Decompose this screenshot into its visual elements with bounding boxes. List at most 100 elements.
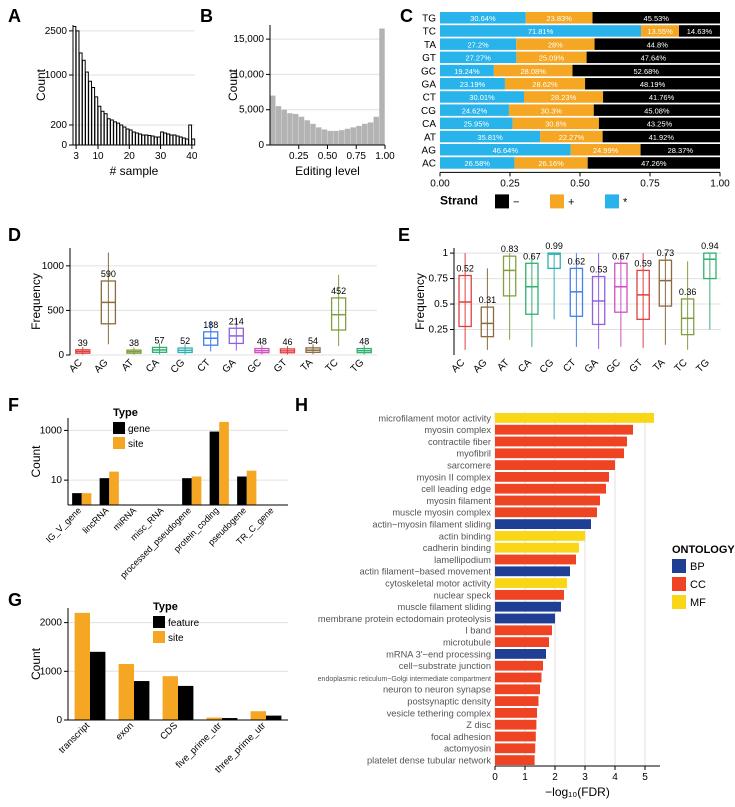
- svg-text:52: 52: [180, 336, 190, 346]
- svg-text:19.24%: 19.24%: [454, 67, 480, 76]
- svg-text:TA: TA: [424, 40, 436, 51]
- svg-text:GT: GT: [628, 357, 646, 375]
- svg-text:CA: CA: [422, 119, 436, 130]
- svg-text:1.00: 1.00: [375, 151, 395, 162]
- svg-text:2000: 2000: [40, 618, 63, 629]
- svg-text:BP: BP: [690, 561, 705, 573]
- svg-text:15,000: 15,000: [233, 34, 264, 45]
- svg-text:30.01%: 30.01%: [469, 93, 495, 102]
- svg-text:48.19%: 48.19%: [640, 80, 666, 89]
- svg-text:46: 46: [282, 337, 292, 347]
- svg-text:gene: gene: [128, 424, 151, 435]
- svg-text:CA: CA: [144, 357, 162, 375]
- svg-text:10: 10: [92, 151, 104, 162]
- svg-text:membrane protein ectodomain pr: membrane protein ectodomain proteolysis: [318, 614, 491, 624]
- svg-text:38: 38: [129, 338, 139, 348]
- svg-text:214: 214: [229, 316, 244, 326]
- svg-text:TA: TA: [651, 357, 668, 374]
- svg-text:platelet dense tubular network: platelet dense tubular network: [367, 756, 491, 766]
- svg-text:1000: 1000: [45, 70, 68, 81]
- svg-text:5: 5: [642, 772, 648, 783]
- svg-text:GA: GA: [220, 357, 238, 375]
- panel-label-g: G: [8, 590, 22, 611]
- svg-text:0: 0: [492, 772, 498, 783]
- panel-label-e: E: [398, 225, 410, 246]
- svg-text:myosin complex: myosin complex: [424, 425, 491, 435]
- svg-text:0.50: 0.50: [318, 151, 338, 162]
- svg-text:0.31: 0.31: [479, 295, 497, 305]
- svg-text:0.67: 0.67: [523, 251, 541, 261]
- svg-text:0.99: 0.99: [545, 241, 563, 251]
- svg-text:500: 500: [47, 305, 64, 316]
- svg-text:0.25: 0.25: [289, 151, 309, 162]
- svg-text:0.94: 0.94: [701, 241, 719, 251]
- svg-text:23.83%: 23.83%: [546, 14, 572, 23]
- panel-e-chart: 0.520.310.830.670.990.620.530.670.590.73…: [412, 240, 727, 395]
- svg-text:# sample: # sample: [110, 164, 159, 178]
- svg-text:30.8%: 30.8%: [545, 120, 567, 129]
- svg-text:452: 452: [331, 286, 346, 296]
- svg-text:Type: Type: [113, 407, 138, 419]
- svg-text:CG: CG: [421, 106, 436, 117]
- panel-f-chart: 101000IG_V_genelincRNAmiRNAmisc_RNAproce…: [28, 410, 293, 590]
- svg-text:48: 48: [257, 337, 267, 347]
- svg-text:0.50: 0.50: [570, 178, 590, 189]
- svg-text:cell−substrate junction: cell−substrate junction: [399, 661, 491, 671]
- svg-text:22.27%: 22.27%: [559, 133, 585, 142]
- svg-text:0.25: 0.25: [500, 178, 520, 189]
- svg-text:30.3%: 30.3%: [541, 106, 563, 115]
- svg-text:CDS: CDS: [158, 720, 180, 742]
- svg-text:actin−myosin filament sliding: actin−myosin filament sliding: [372, 520, 491, 530]
- svg-text:1.00: 1.00: [710, 178, 730, 189]
- svg-text:3: 3: [73, 151, 79, 162]
- panel-b-chart: 0.250.500.751.0005,00010,00015,000Editin…: [225, 20, 390, 180]
- panel-label-b: B: [200, 6, 213, 27]
- svg-text:0.75: 0.75: [347, 151, 367, 162]
- svg-text:−: −: [513, 196, 519, 208]
- svg-text:MF: MF: [690, 597, 706, 609]
- svg-text:47.64%: 47.64%: [641, 54, 667, 63]
- svg-text:44.8%: 44.8%: [647, 40, 669, 49]
- svg-text:1: 1: [442, 248, 448, 259]
- svg-text:71.81%: 71.81%: [528, 27, 554, 36]
- svg-text:28%: 28%: [548, 40, 563, 49]
- svg-text:1000: 1000: [40, 425, 63, 436]
- svg-text:cell leading edge: cell leading edge: [421, 484, 491, 494]
- svg-text:focal adhesion: focal adhesion: [431, 732, 491, 742]
- svg-text:47.26%: 47.26%: [641, 159, 667, 168]
- svg-text:Editing level: Editing level: [295, 164, 360, 178]
- svg-text:2500: 2500: [45, 26, 68, 37]
- svg-text:24.99%: 24.99%: [593, 146, 619, 155]
- svg-text:neuron to neuron synapse: neuron to neuron synapse: [383, 685, 491, 695]
- svg-text:GT: GT: [422, 53, 436, 64]
- svg-text:lincRNA: lincRNA: [81, 505, 111, 535]
- svg-text:contractile fiber: contractile fiber: [428, 437, 491, 447]
- svg-text:*: *: [623, 196, 628, 208]
- panel-label-a: A: [8, 6, 21, 27]
- svg-text:lamellipodium: lamellipodium: [434, 555, 491, 565]
- panel-g-chart: 010002000transcriptexonCDSfive_prime_utr…: [28, 600, 293, 800]
- svg-text:cadherin binding: cadherin binding: [423, 543, 491, 553]
- svg-text:mRNA 3'−end processing: mRNA 3'−end processing: [386, 649, 491, 659]
- svg-text:0.67: 0.67: [612, 251, 630, 261]
- svg-text:0.75: 0.75: [429, 274, 449, 285]
- svg-text:sarcomere: sarcomere: [447, 461, 491, 471]
- svg-text:vesicle tethering complex: vesicle tethering complex: [387, 708, 492, 718]
- svg-text:GC: GC: [605, 357, 623, 375]
- svg-text:TG: TG: [422, 14, 436, 25]
- svg-text:13.55%: 13.55%: [647, 27, 673, 36]
- svg-text:27.2%: 27.2%: [467, 40, 489, 49]
- svg-text:0.00: 0.00: [430, 178, 450, 189]
- svg-text:CT: CT: [196, 357, 213, 374]
- svg-text:23.19%: 23.19%: [460, 80, 486, 89]
- svg-text:54: 54: [308, 336, 318, 346]
- svg-text:microfilament motor activity: microfilament motor activity: [378, 413, 491, 423]
- svg-text:45.53%: 45.53%: [644, 14, 670, 23]
- svg-text:26.16%: 26.16%: [538, 159, 564, 168]
- svg-text:0: 0: [58, 350, 64, 361]
- svg-text:20: 20: [124, 151, 136, 162]
- svg-text:48: 48: [359, 337, 369, 347]
- svg-text:26.58%: 26.58%: [464, 159, 490, 168]
- svg-text:AG: AG: [471, 357, 489, 375]
- svg-text:TG: TG: [694, 357, 712, 375]
